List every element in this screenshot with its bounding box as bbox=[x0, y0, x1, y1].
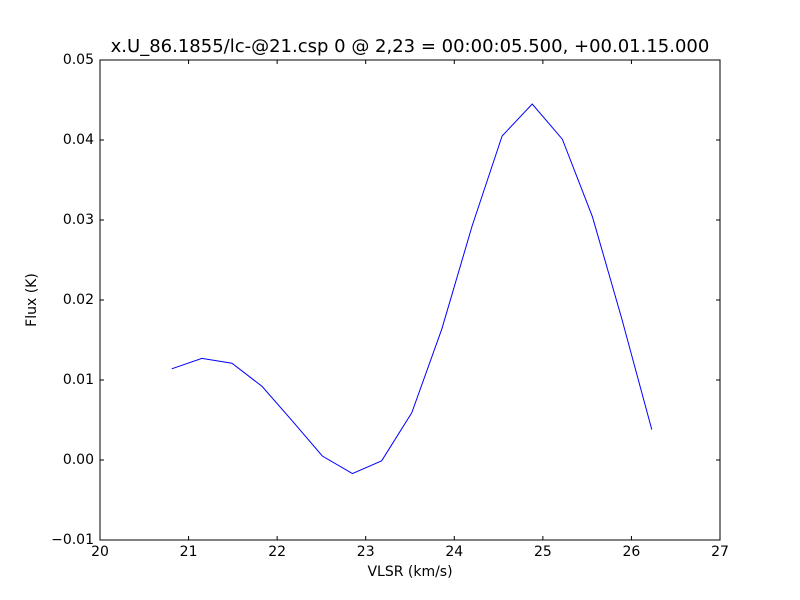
y-tick-label: 0.01 bbox=[63, 372, 94, 388]
y-tick-label: 0.04 bbox=[63, 132, 94, 148]
x-axis-label: VLSR (km/s) bbox=[367, 564, 452, 580]
y-tick-label: 0.05 bbox=[63, 52, 94, 68]
y-tick-label: 0.03 bbox=[63, 212, 94, 228]
y-axis-label: Flux (K) bbox=[24, 273, 40, 327]
y-tick-label: 0.02 bbox=[63, 292, 94, 308]
line-series bbox=[171, 103, 653, 475]
x-tick-label: 27 bbox=[711, 544, 729, 560]
x-tick-label: 22 bbox=[268, 544, 286, 560]
x-tick-label: 20 bbox=[91, 544, 109, 560]
x-tick-label: 21 bbox=[180, 544, 198, 560]
chart-title: x.U_86.1855/lc-@21.csp 0 @ 2,23 = 00:00:… bbox=[111, 36, 710, 57]
x-tick-label: 25 bbox=[534, 544, 552, 560]
x-tick-label: 23 bbox=[357, 544, 375, 560]
x-tick-label: 26 bbox=[623, 544, 641, 560]
x-tick-label: 24 bbox=[445, 544, 463, 560]
y-tick-label: −0.01 bbox=[51, 532, 94, 548]
y-tick-label: 0.00 bbox=[63, 452, 94, 468]
plot-frame bbox=[99, 59, 721, 541]
